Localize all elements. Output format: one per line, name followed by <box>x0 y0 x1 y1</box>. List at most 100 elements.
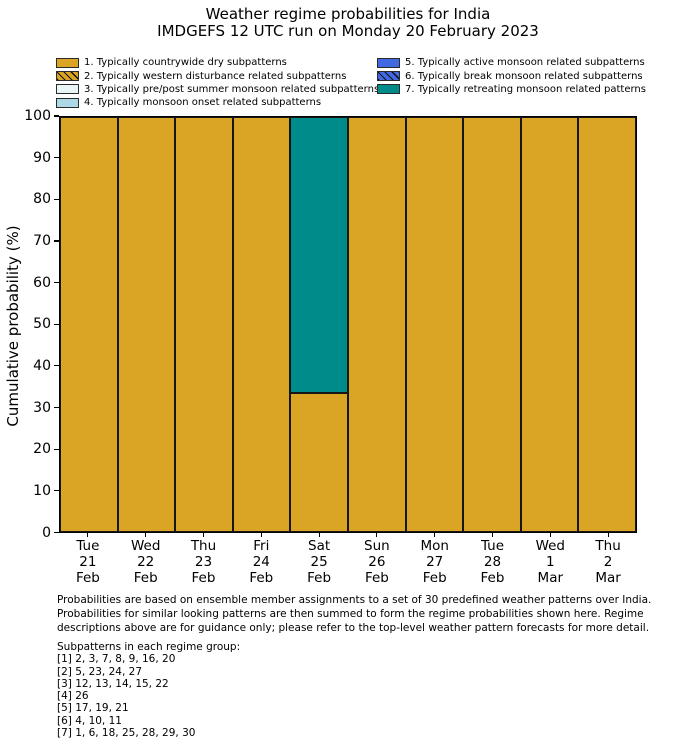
y-tick-label-10: 10 <box>33 482 51 499</box>
bar-sun-26-feb <box>348 117 406 532</box>
y-tick-mark <box>54 406 59 409</box>
x-tick-mark <box>260 533 262 537</box>
x-tick-mark <box>202 533 205 537</box>
bar-fri-24-feb <box>232 117 291 532</box>
legend-swatch-5 <box>377 57 400 68</box>
bar-segment-regime-1 <box>520 117 579 532</box>
y-tick-label-80: 80 <box>33 191 51 208</box>
legend-label-3: 3. Typically pre/post summer monsoon rel… <box>84 83 380 95</box>
subpatterns-heading: Subpatterns in each regime group: <box>57 641 241 653</box>
y-tick-mark <box>54 323 59 325</box>
x-tick-mark <box>549 533 551 537</box>
legend-label-7: 7. Typically retreating monsoon related … <box>405 83 646 95</box>
x-tick-label-line: Tue <box>76 538 100 554</box>
bar-tue-21-feb <box>60 117 118 532</box>
y-tick-label-30: 30 <box>33 399 51 416</box>
x-tick-mark <box>318 533 320 537</box>
footnote-line-3: descriptions above are for guidance only… <box>57 622 650 634</box>
subpattern-group-5: [5] 17, 19, 21 <box>57 702 129 715</box>
x-tick-label-line: Thu <box>595 538 621 554</box>
bar-sat-25-feb <box>290 117 348 532</box>
y-tick-mark <box>54 365 59 367</box>
x-tick-label-line: 22 <box>137 554 155 570</box>
x-tick-label-line: Mon <box>420 538 449 554</box>
y-tick-label-60: 60 <box>33 274 51 291</box>
x-tick-label-line: Mar <box>595 570 621 586</box>
x-tick-label-line: Feb <box>307 570 332 586</box>
y-tick-label-100: 100 <box>24 108 51 124</box>
y-tick-mark <box>54 157 59 159</box>
legend-swatch-3 <box>56 84 79 95</box>
legend-label-1: 1. Typically countrywide dry subpatterns <box>84 57 287 69</box>
y-tick-label-70: 70 <box>33 232 51 249</box>
legend-item-7: 7. Typically retreating monsoon related … <box>377 83 646 96</box>
x-tick-label-tue-28-feb: Tue 28 Feb <box>464 538 522 586</box>
x-tick-label-wed-1-mar: Wed 1 Mar <box>521 538 579 586</box>
subpatterns-list: Subpatterns in each regime group: [1] 2,… <box>57 641 457 739</box>
bar-segment-regime-1 <box>290 393 348 532</box>
x-tick-label-line: Sun <box>364 538 390 554</box>
bar-mon-27-feb <box>405 117 464 532</box>
x-tick-label-sat-25-feb: Sat 25 Feb <box>290 538 348 586</box>
legend-item-5: 5. Typically active monsoon related subp… <box>377 56 646 69</box>
x-tick-label-line: Feb <box>75 570 100 586</box>
x-tick-label-mon-27-feb: Mon 27 Feb <box>406 538 464 586</box>
x-tick-mark <box>491 533 494 537</box>
bar-segment-regime-1 <box>60 117 118 532</box>
bar-thu-23-feb <box>175 117 233 532</box>
x-tick-mark <box>87 533 89 537</box>
bar-segment-regime-1 <box>405 117 464 532</box>
x-tick-label-line: 24 <box>252 554 270 570</box>
bar-segment-regime-1 <box>463 117 521 532</box>
footnote-line-1: Probabilities are based on ensemble memb… <box>57 594 652 606</box>
subpattern-group-2: [2] 5, 23, 24, 27 <box>57 665 142 678</box>
x-tick-mark <box>607 533 609 537</box>
legend-swatch-6 <box>377 71 400 82</box>
x-tick-label-line: Thu <box>190 538 217 554</box>
legend-item-6: 6. Typically break monsoon related subpa… <box>377 69 646 82</box>
legend-column-right: 5. Typically active monsoon related subp… <box>377 56 646 96</box>
legend-column-left: 1. Typically countrywide dry subpatterns… <box>56 56 379 110</box>
bar-thu-2-mar <box>578 117 636 532</box>
bar-segment-regime-7 <box>290 117 348 394</box>
x-tick-label-line: Wed <box>130 538 161 554</box>
subpattern-group-7: [7] 1, 6, 18, 25, 28, 29, 30 <box>57 727 196 740</box>
x-tick-label-line: 21 <box>79 554 97 570</box>
chart-subtitle: IMDGEFS 12 UTC run on Monday 20 February… <box>157 22 539 40</box>
x-tick-label-tue-21-feb: Tue 21 Feb <box>59 538 117 586</box>
y-tick-label-50: 50 <box>33 316 51 333</box>
x-tick-label-line: 1 <box>545 554 555 570</box>
x-tick-label-line: Feb <box>364 570 389 586</box>
x-tick-label-line: Feb <box>422 570 447 586</box>
subpattern-group-6: [6] 4, 10, 11 <box>57 714 122 727</box>
legend-item-1: 1. Typically countrywide dry subpatterns <box>56 56 379 69</box>
legend-item-4: 4. Typically monsoon onset related subpa… <box>56 96 379 109</box>
x-tick-label-line: Feb <box>249 570 274 586</box>
legend-label-6: 6. Typically break monsoon related subpa… <box>405 70 643 82</box>
x-tick-label-line: 25 <box>310 554 328 570</box>
legend-item-3: 3. Typically pre/post summer monsoon rel… <box>56 83 379 96</box>
x-tick-label-line: 28 <box>483 554 502 570</box>
bar-segment-regime-1 <box>117 117 176 532</box>
legend-label-2: 2. Typically western disturbance related… <box>84 70 347 82</box>
x-tick-mark <box>145 533 147 537</box>
x-tick-label-line: Feb <box>133 570 158 586</box>
legend-swatch-1 <box>56 57 79 68</box>
y-tick-mark <box>54 198 59 200</box>
x-tick-label-line: Wed <box>535 538 565 554</box>
y-tick-mark <box>54 282 59 284</box>
legend-item-2: 2. Typically western disturbance related… <box>56 69 379 82</box>
footnote: Probabilities are based on ensemble memb… <box>57 593 667 635</box>
x-tick-label-line: 23 <box>194 554 213 570</box>
subpattern-group-4: [4] 26 <box>57 690 89 703</box>
x-tick-label-line: Mar <box>537 570 564 586</box>
bar-wed-1-mar <box>520 117 579 532</box>
plot-area <box>59 116 637 533</box>
x-tick-label-line: Sat <box>308 538 331 554</box>
legend-swatch-4 <box>56 97 79 108</box>
x-tick-label-line: 27 <box>426 554 444 570</box>
y-tick-mark <box>54 490 59 492</box>
y-tick-mark <box>54 115 59 117</box>
x-tick-label-sun-26-feb: Sun 26 Feb <box>348 538 406 586</box>
